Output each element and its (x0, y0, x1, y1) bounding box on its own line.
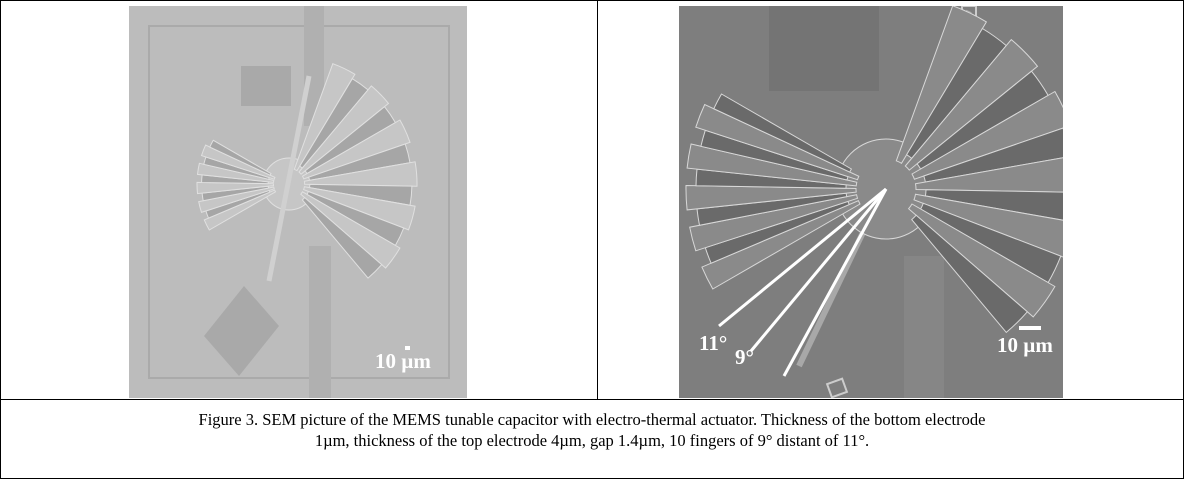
cell-divider (597, 1, 598, 399)
electrode-finger (200, 144, 276, 180)
pad (204, 286, 279, 376)
electrode-finger (911, 90, 1063, 180)
trace (304, 6, 324, 126)
electrode-finger (913, 193, 1063, 258)
electrode-finger (198, 186, 275, 214)
electrode-finger (904, 38, 1039, 171)
electrode-finger (914, 157, 1063, 193)
row-divider (1, 399, 1183, 400)
sem-image-right: 11° 9° 10 µm (679, 6, 1063, 398)
scale-bar (405, 346, 410, 350)
electrode-finger (203, 189, 277, 231)
angle-line (782, 188, 888, 377)
electrode-finger (686, 143, 858, 187)
caption-line: Figure 3. SEM picture of the MEMS tunabl… (198, 410, 986, 429)
electrode-finger (907, 203, 1056, 318)
electrode-finger (923, 127, 1063, 183)
electrode-finger (701, 200, 861, 290)
angle-label: 11° (699, 331, 727, 355)
electrode-finger (895, 6, 988, 164)
electrode-finger (924, 189, 1063, 221)
pad (769, 6, 879, 91)
electrode-finger (298, 85, 390, 175)
trace (309, 246, 331, 398)
electrode-finger (713, 93, 853, 173)
angle-line (718, 187, 887, 328)
sem-image-left: 10 µm (129, 6, 467, 398)
electrode-finger (300, 191, 401, 269)
pad (241, 66, 291, 106)
scale-label: 10 µm (997, 333, 1053, 357)
scale-label: 10 µm (375, 349, 431, 373)
electrode-finger (293, 63, 356, 172)
caption: Figure 3. SEM picture of the MEMS tunabl… (1, 409, 1183, 451)
beam (266, 75, 312, 282)
scale-bar (1019, 326, 1041, 330)
caption-line: 1µm, thickness of the top electrode 4µm,… (314, 431, 870, 450)
electrode-finger (196, 181, 275, 195)
electrode-finger (209, 139, 272, 176)
anchor (825, 377, 849, 398)
trace (904, 256, 944, 398)
electrode-finger (685, 184, 857, 211)
electrode-finger (301, 119, 411, 180)
electrode-finger (689, 194, 859, 252)
electrode-finger (196, 162, 275, 183)
angle-label: 9° (735, 345, 754, 369)
electrode-finger (301, 196, 383, 279)
electrode-finger (302, 186, 416, 231)
outline (148, 25, 450, 379)
angle-line (749, 188, 888, 352)
electrode-finger (303, 161, 418, 187)
electrode-finger (695, 103, 860, 181)
electrode-finger (910, 214, 1029, 334)
